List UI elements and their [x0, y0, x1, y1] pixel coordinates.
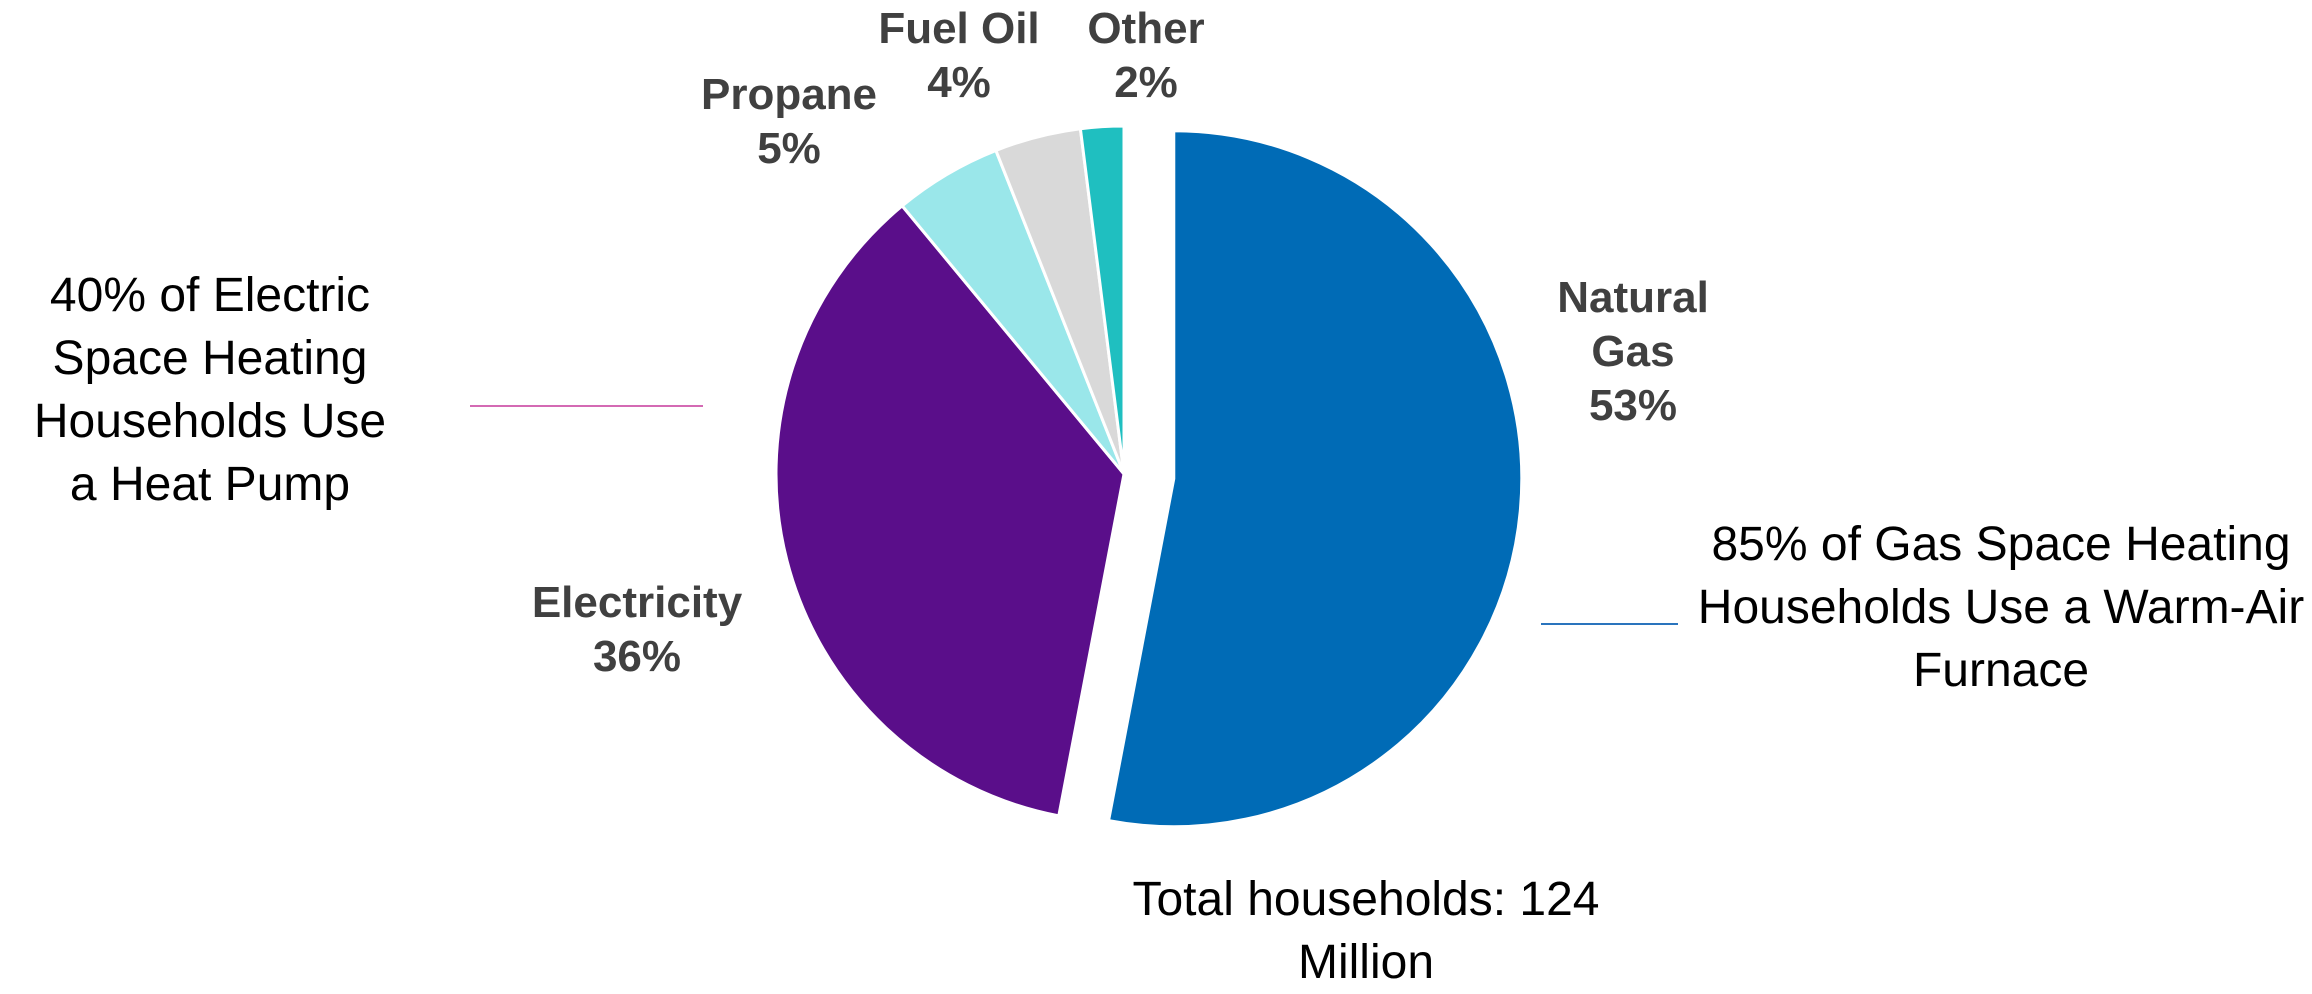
pie-slice: [1106, 129, 1524, 829]
value-label: 36%: [592, 632, 682, 681]
slice-label: Natural Gas: [1557, 273, 1709, 376]
pie-slice: [774, 203, 1126, 818]
annotation: 85% of Gas Space Heating Households Use …: [1697, 518, 2305, 697]
page: Total households: 124 Million (() => { c…: [33, 4, 2305, 989]
slice-label: Electricity: [531, 578, 743, 627]
value-label: 4%: [927, 58, 991, 107]
chart: [470, 124, 1678, 829]
annotation: 40% of Electric Space Heating Households…: [33, 269, 387, 511]
pie-slice: [1078, 124, 1126, 475]
value-label: 5%: [757, 124, 821, 173]
slice-label: Propane: [700, 70, 878, 119]
slice-label: Fuel Oil: [878, 4, 1040, 53]
footnote: Total households: 124 Million: [1132, 873, 1600, 989]
value-label: 53%: [1588, 381, 1678, 430]
slice-label: Other: [1087, 4, 1205, 53]
value-label: 2%: [1114, 58, 1178, 107]
